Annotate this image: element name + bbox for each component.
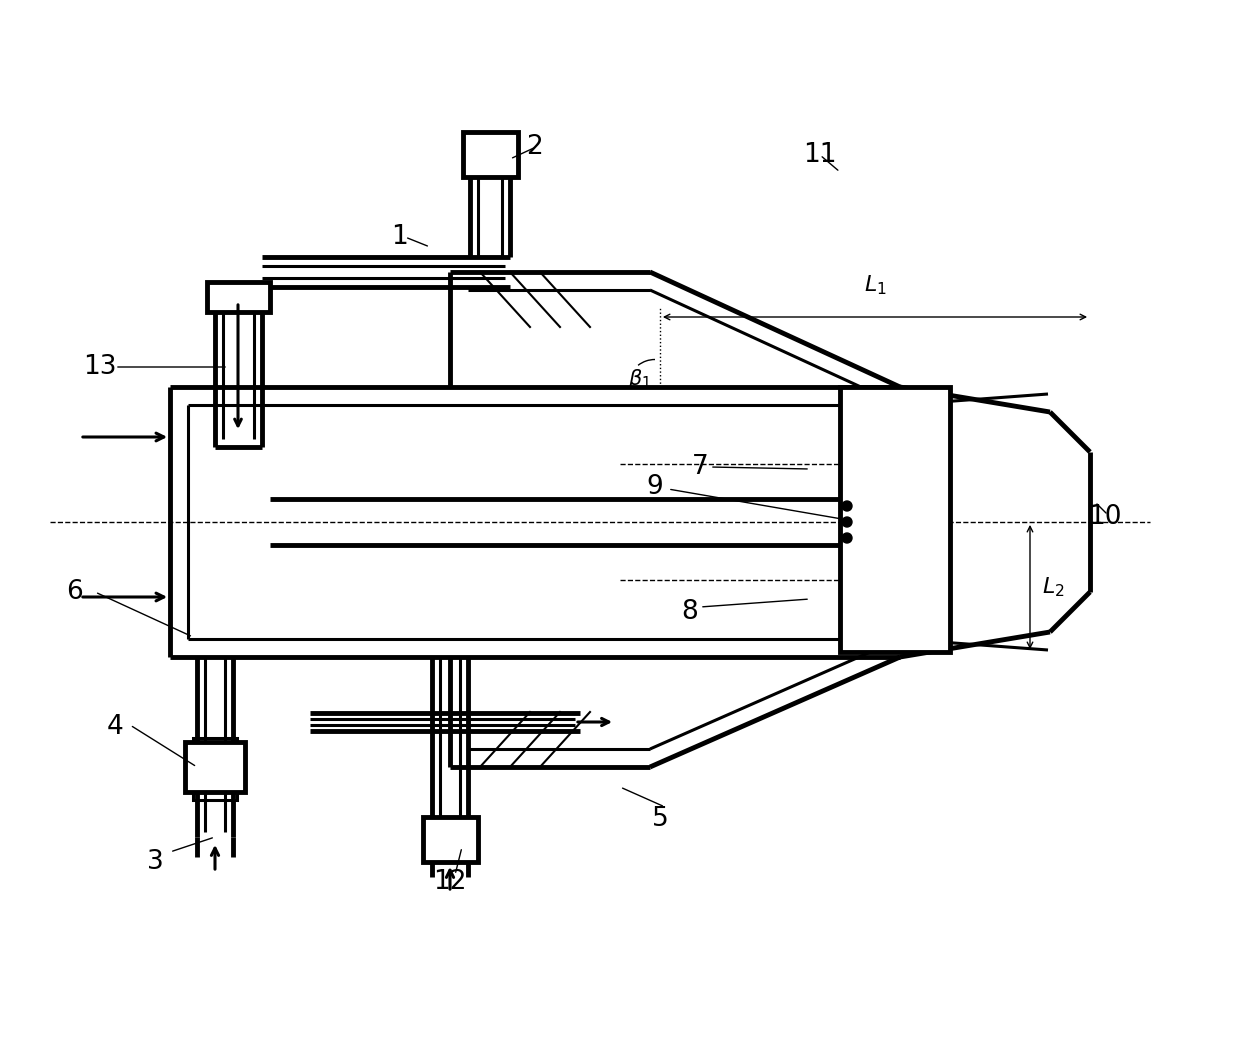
Text: 9: 9 [646,474,663,500]
Bar [839,387,950,652]
Text: 4: 4 [107,714,123,740]
Text: $\beta_1$: $\beta_1$ [629,367,651,391]
Text: 11: 11 [804,142,837,168]
Bar [207,282,270,312]
Text: 5: 5 [652,806,668,832]
Text: 6: 6 [67,579,83,605]
Bar [423,817,477,862]
Text: 8: 8 [682,599,698,625]
Text: 13: 13 [83,354,117,380]
Bar [193,738,237,800]
Bar [185,742,246,792]
Text: $L_1$: $L_1$ [863,273,887,297]
Text: 3: 3 [146,849,164,875]
Circle shape [842,517,852,527]
Circle shape [842,533,852,543]
Bar [463,132,518,177]
Text: 1: 1 [392,224,408,250]
Text: 12: 12 [433,869,466,895]
Circle shape [842,502,852,511]
Text: 7: 7 [692,454,708,480]
Text: 2: 2 [527,134,543,160]
Text: 10: 10 [1089,504,1122,530]
Text: $L_2$: $L_2$ [1042,575,1065,599]
